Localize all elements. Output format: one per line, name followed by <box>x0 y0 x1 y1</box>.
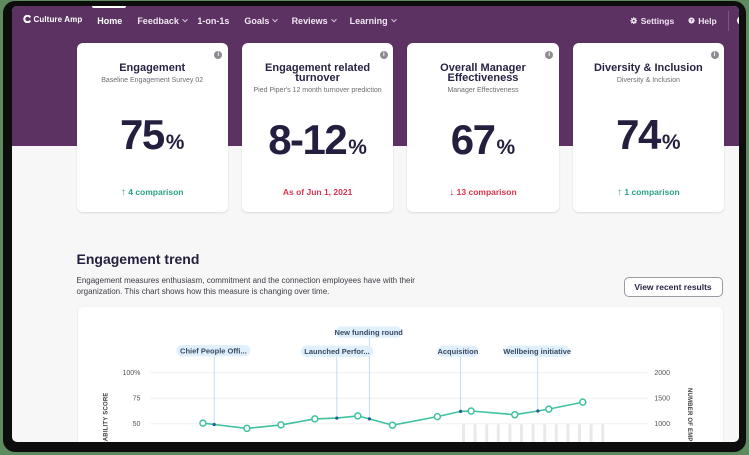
svg-text:New funding round: New funding round <box>334 328 403 337</box>
svg-text:Chief People Offi...: Chief People Offi... <box>180 347 247 356</box>
svg-text:2000: 2000 <box>654 370 670 377</box>
svg-text:Acquisition: Acquisition <box>437 347 478 356</box>
svg-text:?: ? <box>690 18 693 23</box>
svg-text:Launched Perfor...: Launched Perfor... <box>304 347 369 356</box>
svg-text:75: 75 <box>132 396 140 403</box>
svg-text:1500: 1500 <box>654 396 670 403</box>
svg-text:50: 50 <box>132 421 140 428</box>
svg-text:NUMBER OF EMPLOYEES: NUMBER OF EMPLOYEES <box>686 388 692 441</box>
svg-text:100%: 100% <box>122 370 140 377</box>
svg-text:1000: 1000 <box>654 421 670 428</box>
svg-text:Wellbeing initiative: Wellbeing initiative <box>503 347 571 356</box>
svg-text:FAVOURABILITY SCORE: FAVOURABILITY SCORE <box>103 393 109 442</box>
